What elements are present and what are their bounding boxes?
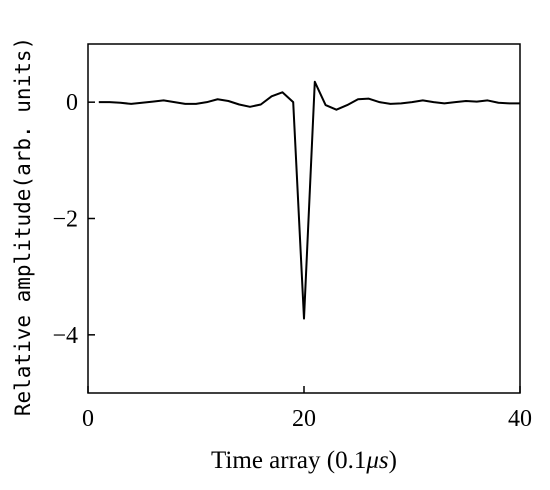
x-axis-title: Time array (0.1μs)	[211, 447, 397, 474]
y-tick-label: −4	[52, 323, 78, 349]
tick-marks	[87, 101, 521, 393]
x-axis-title-main: Time array (0.1	[211, 447, 366, 474]
x-tick-label: 40	[508, 406, 532, 432]
y-axis-title: Relative amplitude(arb. units)	[11, 37, 35, 416]
plot-frame	[87, 43, 521, 394]
x-axis-title-close: )	[389, 447, 397, 474]
x-tick-label: 20	[292, 406, 316, 432]
x-tick-label: 0	[82, 406, 94, 432]
y-tick-label: −2	[52, 207, 78, 233]
tick-labels: 0 20 40 0 −2 −4	[52, 90, 532, 432]
x-axis-title-unit: μs	[365, 447, 388, 474]
signal-line	[98, 80, 520, 320]
y-tick-label: 0	[66, 90, 78, 116]
